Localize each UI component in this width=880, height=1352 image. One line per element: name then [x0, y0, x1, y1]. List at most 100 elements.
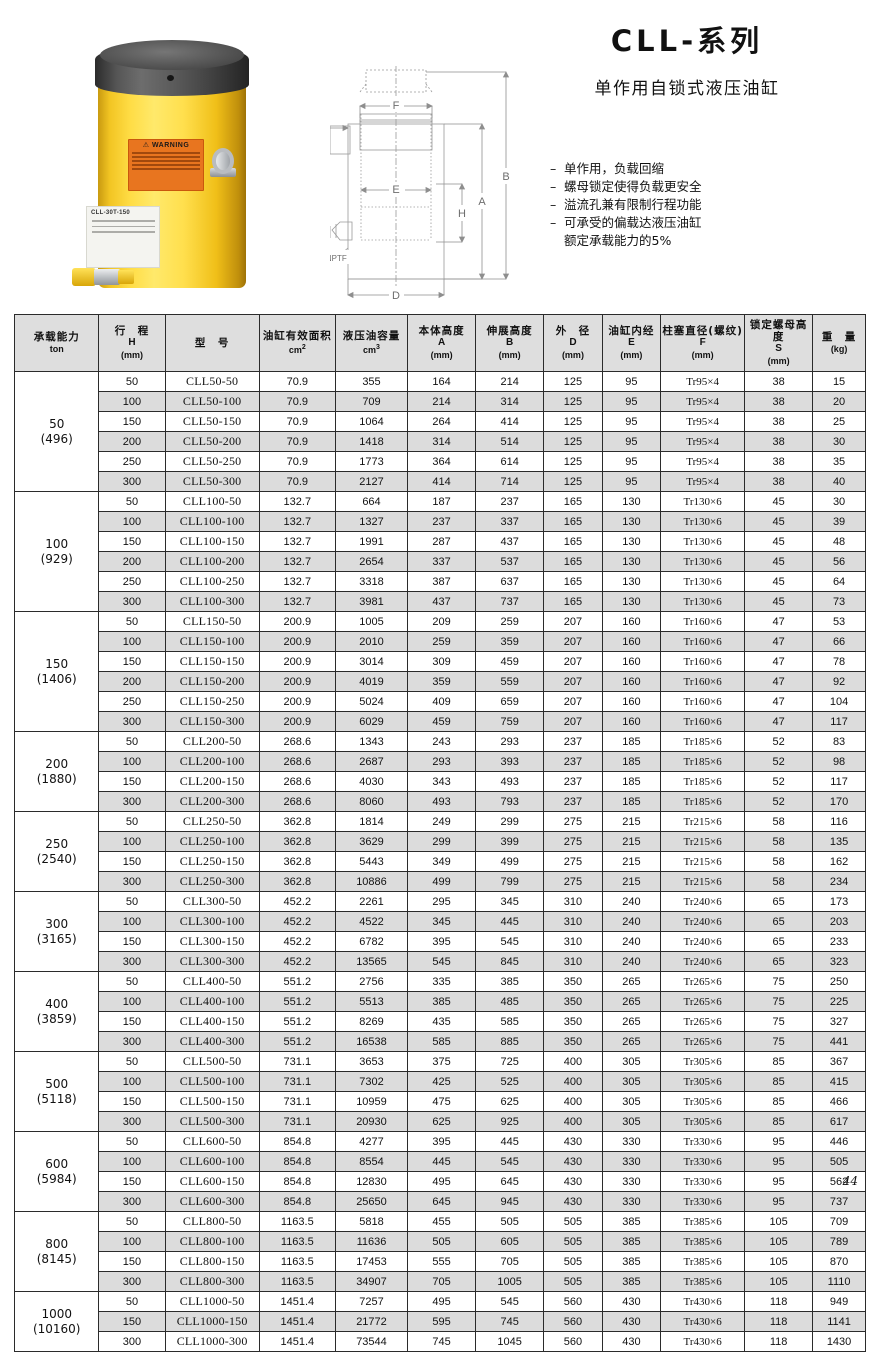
cell-d: 560 — [543, 1331, 603, 1352]
cell-f: Tr130×6 — [660, 531, 746, 552]
cell-w: 505 — [812, 1151, 866, 1172]
cell-f: Tr265×6 — [660, 1011, 746, 1032]
cell-e: 265 — [601, 991, 662, 1012]
cell-f: Tr215×6 — [660, 871, 746, 892]
cell-b: 925 — [475, 1111, 545, 1132]
dim-label-b: B — [502, 171, 509, 183]
cell-s: 38 — [744, 391, 814, 412]
cell-b: 1045 — [475, 1331, 545, 1352]
product-photo: ⚠ WARNING CLL-30T-150 — [72, 28, 272, 300]
cell-b: 385 — [475, 971, 545, 992]
cell-oil: 1005 — [334, 611, 409, 632]
cell-oil: 12830 — [334, 1171, 409, 1192]
cell-stroke: 150 — [98, 1011, 166, 1032]
cell-oil: 3981 — [334, 591, 409, 612]
cell-w: 40 — [812, 471, 866, 492]
table-header-cell: 本体高度 A (mm) — [407, 314, 477, 372]
cell-a: 475 — [407, 1091, 477, 1112]
cell-model: CLL200-300 — [164, 791, 260, 812]
table-row: 1000 (10160) 50 CLL1000-50 1451.4 7257 495 545 5… — [13, 1291, 866, 1352]
page-number: 44 — [842, 1174, 858, 1188]
cell-f: Tr330×6 — [660, 1191, 746, 1212]
cell-e: 330 — [601, 1171, 662, 1192]
cell-stroke: 150 — [98, 771, 166, 792]
cell-s: 95 — [744, 1191, 814, 1212]
cell-stroke: 300 — [98, 1111, 166, 1132]
cell-a: 314 — [407, 431, 477, 452]
cell-stroke: 300 — [98, 1031, 166, 1052]
cell-e: 130 — [601, 591, 662, 612]
cell-model: CLL300-300 — [164, 951, 260, 972]
feature-item: – 可承受的偏载达液压油缸 — [550, 214, 850, 231]
cell-a: 435 — [407, 1011, 477, 1032]
cell-model: CLL150-100 — [164, 631, 260, 652]
cell-e: 240 — [601, 931, 662, 952]
cell-model: CLL800-50 — [164, 1211, 260, 1232]
cell-model: CLL300-150 — [164, 931, 260, 952]
table-row: 150 CLL100-150 132.7 1991 287 437 165 130 Tr130×… — [15, 531, 866, 552]
table-header-cell: 重 量 (kg) — [812, 314, 866, 372]
table-row: 300 CLL400-300 551.2 16538 585 885 350 265 Tr265… — [15, 1031, 866, 1052]
cell-d: 125 — [543, 371, 603, 392]
cell-d: 275 — [543, 811, 603, 832]
cell-s: 45 — [744, 511, 814, 532]
cylinder-cap-top — [100, 40, 244, 70]
cell-stroke: 250 — [98, 571, 166, 592]
cell-e: 160 — [601, 611, 662, 632]
cell-f: Tr265×6 — [660, 1031, 746, 1052]
cell-b: 705 — [475, 1251, 545, 1272]
cell-area: 70.9 — [258, 411, 336, 432]
cell-e: 385 — [601, 1251, 662, 1272]
cell-f: Tr185×6 — [660, 771, 746, 792]
cell-a: 505 — [407, 1231, 477, 1252]
cell-stroke: 300 — [98, 871, 166, 892]
cell-e: 330 — [601, 1151, 662, 1172]
cell-model: CLL400-50 — [164, 971, 260, 992]
cell-s: 52 — [744, 751, 814, 772]
cell-area: 132.7 — [258, 571, 336, 592]
table-row: 150 CLL400-150 551.2 8269 435 585 350 265 Tr265×… — [15, 1011, 866, 1032]
table-row: 250 CLL150-250 200.9 5024 409 659 207 160 Tr160×… — [15, 691, 866, 712]
cell-d: 207 — [543, 711, 603, 732]
cell-b: 337 — [475, 511, 545, 532]
cell-area: 1163.5 — [258, 1271, 336, 1292]
cell-e: 215 — [601, 831, 662, 852]
cell-stroke: 300 — [98, 1331, 166, 1352]
table-row: 150 CLL200-150 268.6 4030 343 493 237 185 Tr185×… — [15, 771, 866, 792]
cell-area: 132.7 — [258, 511, 336, 532]
cell-a: 409 — [407, 691, 477, 712]
cell-f: Tr385×6 — [660, 1231, 746, 1252]
cell-e: 185 — [601, 791, 662, 812]
cell-a: 425 — [407, 1071, 477, 1092]
cell-f: Tr305×6 — [660, 1091, 746, 1112]
cell-e: 385 — [601, 1271, 662, 1292]
table-row: 100 CLL200-100 268.6 2687 293 393 237 185 Tr185×… — [15, 751, 866, 772]
cell-area: 132.7 — [258, 591, 336, 612]
cell-d: 430 — [543, 1151, 603, 1172]
cell-d: 275 — [543, 831, 603, 852]
cell-b: 799 — [475, 871, 545, 892]
cell-area: 854.8 — [258, 1151, 336, 1172]
cell-d: 165 — [543, 571, 603, 592]
cell-s: 58 — [744, 851, 814, 872]
cell-model: CLL150-250 — [164, 691, 260, 712]
cell-oil: 4277 — [334, 1131, 409, 1152]
cell-w: 250 — [812, 971, 866, 992]
cell-oil: 8269 — [334, 1011, 409, 1032]
cell-model: CLL250-50 — [164, 811, 260, 832]
cell-s: 65 — [744, 891, 814, 912]
cell-model: CLL50-150 — [164, 411, 260, 432]
table-row: 250 CLL50-250 70.9 1773 364 614 125 95 Tr95×4 38 3… — [15, 451, 866, 472]
cell-w: 66 — [812, 631, 866, 652]
cell-a: 645 — [407, 1191, 477, 1212]
cell-f: Tr215×6 — [660, 811, 746, 832]
cell-e: 215 — [601, 811, 662, 832]
cell-f: Tr305×6 — [660, 1051, 746, 1072]
cell-oil: 7302 — [334, 1071, 409, 1092]
cell-f: Tr215×6 — [660, 851, 746, 872]
cell-a: 499 — [407, 871, 477, 892]
cell-d: 430 — [543, 1191, 603, 1212]
cell-e: 215 — [601, 871, 662, 892]
cell-area: 452.2 — [258, 911, 336, 932]
cell-b: 585 — [475, 1011, 545, 1032]
